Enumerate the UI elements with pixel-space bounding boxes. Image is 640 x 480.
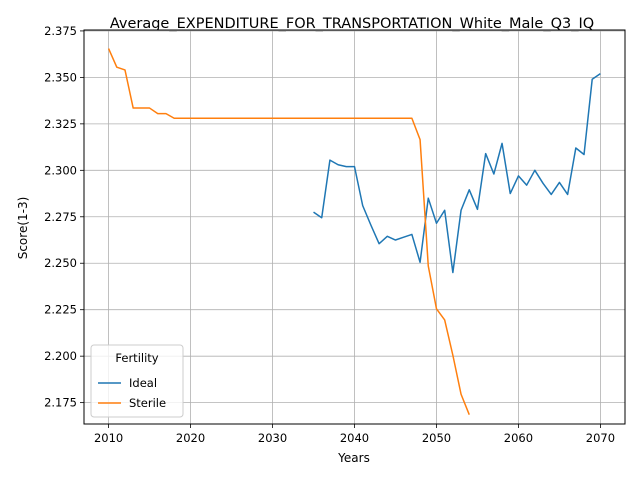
- x-tick-label: 2020: [176, 431, 205, 445]
- y-tick-label: 2.375: [44, 24, 77, 38]
- grid: [84, 30, 625, 424]
- y-tick-label: 2.200: [44, 349, 77, 363]
- x-tick-label: 2040: [340, 431, 369, 445]
- legend-box: [90, 344, 184, 418]
- x-tick-label: 2030: [258, 431, 287, 445]
- y-tick-label: 2.300: [44, 163, 77, 177]
- x-tick-label: 2010: [94, 431, 123, 445]
- x-tick-label: 2070: [586, 431, 615, 445]
- x-tick-label: 2050: [422, 431, 451, 445]
- y-tick-label: 2.350: [44, 70, 77, 84]
- series-lines: [107, 48, 601, 415]
- series-line-sterile: [107, 48, 470, 415]
- legend: Fertility Ideal Sterile: [90, 344, 184, 418]
- y-tick-label: 2.275: [44, 210, 77, 224]
- y-tick-label: 2.175: [44, 396, 77, 410]
- y-axis: 2.175 2.200 2.225 2.250 2.275 2.300 2.325 2.350…: [44, 24, 84, 410]
- chart-title: Average_EXPENDITURE_FOR_TRANSPORTATION_W…: [110, 16, 594, 32]
- x-axis: 2010 2020 2030 2040 2050 2060 2070: [94, 424, 615, 445]
- legend-title: Fertility: [115, 351, 158, 365]
- y-tick-label: 2.225: [44, 303, 77, 317]
- y-tick-label: 2.250: [44, 256, 77, 270]
- x-axis-label: Years: [337, 451, 370, 465]
- x-tick-label: 2060: [504, 431, 533, 445]
- legend-label-ideal: Ideal: [129, 376, 157, 390]
- series-line-ideal: [313, 73, 601, 274]
- legend-label-sterile: Sterile: [129, 396, 166, 410]
- y-axis-label: Score(1-3): [16, 197, 30, 260]
- y-tick-label: 2.325: [44, 117, 77, 131]
